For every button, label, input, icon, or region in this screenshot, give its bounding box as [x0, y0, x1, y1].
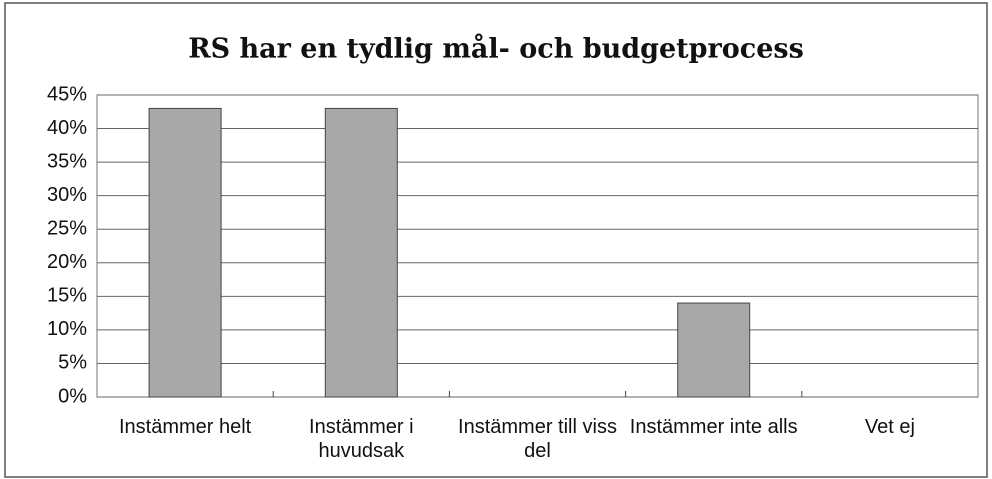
- y-tick-label: 5%: [58, 352, 87, 374]
- plot-area: [96, 94, 979, 398]
- chart-frame: [4, 2, 988, 478]
- y-tick-label: 20%: [47, 251, 87, 273]
- x-tick-label-box: Instämmer helt: [118, 416, 252, 438]
- y-tick-label: 25%: [47, 218, 87, 240]
- x-tick-label-box: Instämmer inte alls: [629, 416, 798, 438]
- bar: [324, 107, 398, 398]
- bar: [677, 302, 751, 398]
- x-tick-label-box: Vet ej: [864, 416, 915, 438]
- chart-title: RS har en tydlig mål- och budgetprocess: [188, 32, 804, 65]
- x-tick-label-box: Instämmer i huvudsak: [309, 416, 414, 462]
- x-tick-label: Vet ej: [864, 416, 915, 438]
- x-tick-label-box: Instämmer till viss del: [458, 416, 617, 462]
- y-tick-label: 10%: [47, 318, 87, 340]
- y-tick-label: 30%: [47, 184, 87, 206]
- bar: [148, 107, 222, 398]
- y-tick-label: 15%: [47, 285, 87, 307]
- x-tick-label: Instämmer i huvudsak: [309, 416, 414, 462]
- x-tick-label: Instämmer inte alls: [629, 416, 798, 438]
- x-tick-label: Instämmer helt: [118, 416, 252, 438]
- y-tick-label: 40%: [47, 117, 87, 139]
- y-tick-label: 0%: [58, 385, 87, 407]
- y-tick-label: 35%: [47, 150, 87, 172]
- x-tick-label: Instämmer till viss del: [458, 416, 617, 462]
- y-tick-label: 45%: [47, 83, 87, 105]
